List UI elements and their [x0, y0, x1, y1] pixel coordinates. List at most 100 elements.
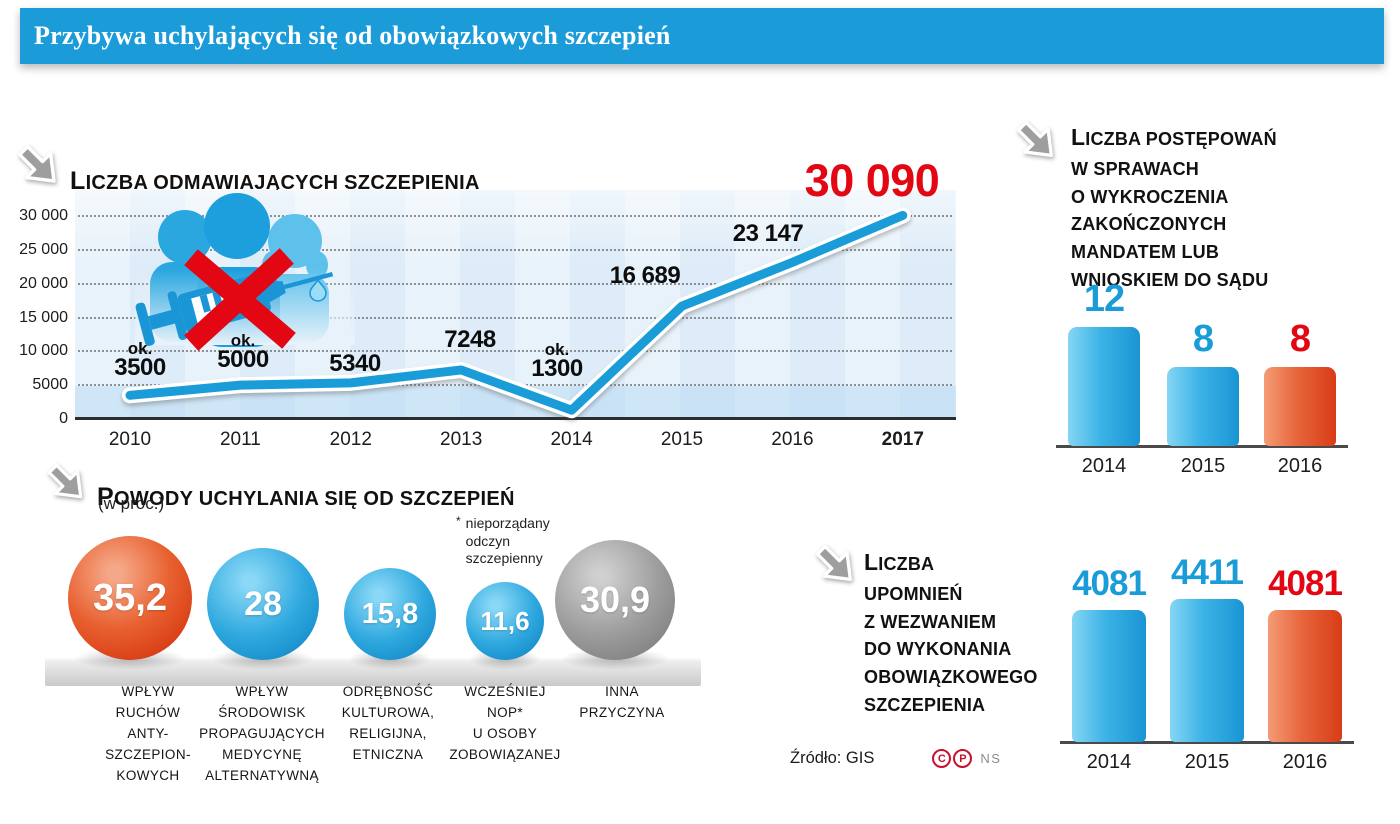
approx-prefix: ok.	[230, 331, 256, 351]
droplet-icon	[309, 278, 327, 302]
data-point-value: 3500	[114, 354, 166, 382]
x-axis-year-label: 2013	[440, 429, 483, 450]
x-axis-year-label: 2010	[108, 429, 152, 450]
y-axis-tick-label: 30 000	[19, 207, 68, 224]
x-axis-year-label: 2017	[881, 429, 924, 450]
bar-chart-baseline	[1056, 445, 1348, 448]
x-axis-year-label: 2015	[660, 429, 704, 450]
bar-value-label: 8	[1192, 318, 1214, 360]
bubble-label: WPŁYW ŚRODOWISK PROPAGUJĄCYCH MEDYCYNĘ A…	[199, 684, 325, 783]
bar-2015	[1170, 599, 1244, 742]
reasons-title: POWODY UCHYLANIA SIĘ OD SZCZEPIEŃ	[97, 482, 515, 511]
bar-value-label: 12	[1083, 278, 1125, 320]
source-label: Źródło: GIS	[790, 749, 875, 767]
bubble-1: 35,2	[68, 536, 192, 660]
bar-2016	[1268, 610, 1342, 742]
reminders-chart-title: LICZBA UPOMNIEŃ Z WEZWANIEM DO WYKONANIA…	[864, 549, 1038, 716]
data-point-label: ok. 3500	[114, 339, 166, 382]
x-axis-year-label: 2012	[329, 429, 372, 450]
footnote-marker: *	[456, 514, 461, 528]
copyright-p-icon: P	[953, 749, 973, 768]
bar-chart-baseline	[1060, 741, 1354, 744]
bubble-2: 28	[207, 548, 319, 660]
footnote: * nieporządany odczyn szczepienny	[456, 514, 550, 568]
source-line: Źródło: GIS C P NS	[790, 749, 1001, 768]
bubble-5: 30,9	[555, 540, 675, 660]
y-axis-tick-label: 10 000	[19, 342, 68, 360]
bubble-3: 15,8	[344, 568, 436, 660]
data-point-value: 30 090	[804, 155, 940, 207]
data-point-value: 5000	[217, 346, 269, 374]
data-point-value: 1300	[531, 355, 583, 383]
page-title: Przybywa uchylających się od obowiązkowy…	[34, 21, 671, 50]
bubble-label: INNA PRZYCZYNA	[579, 684, 665, 720]
bubble-value: 28	[244, 584, 282, 623]
bubble-label: WPŁYW RUCHÓW ANTY- SZCZEPION- KOWYCH	[105, 684, 191, 783]
arrow-down-right-icon	[812, 541, 858, 592]
bar-value-label: 4081	[1268, 564, 1343, 603]
x-axis-year-label: 2014	[550, 429, 593, 450]
proceedings-chart-title: LICZBA POSTĘPOWAŃ W SPRAWACH O WYKROCZEN…	[1071, 124, 1277, 291]
reasons-subtitle: (w proc.)	[98, 494, 165, 513]
arrow-down-right-icon	[1013, 117, 1059, 168]
approx-prefix: ok.	[544, 340, 570, 360]
bar-value-label: 4081	[1072, 564, 1147, 603]
header-bar: Przybywa uchylających się od obowiązkowy…	[20, 8, 1384, 64]
data-point-label: ok. 1300	[531, 340, 583, 383]
bar-2014	[1072, 610, 1146, 742]
copyright-c-icon: C	[932, 749, 952, 768]
publisher-logo: C P NS	[932, 749, 1001, 768]
y-axis-tick-label: 25 000	[19, 240, 68, 258]
bar-year-label: 2016	[1277, 455, 1323, 477]
bubble-label: WCZEŚNIEJ NOP* U OSOBY ZOBOWIĄZANEJ	[449, 684, 561, 762]
approx-prefix: ok.	[127, 339, 153, 359]
data-point-value: 7248	[444, 326, 496, 354]
y-axis-tick-label: 15 000	[19, 308, 68, 326]
bubble-4: 11,6	[466, 582, 544, 660]
refusals-data-line	[122, 207, 911, 419]
x-axis-year-label: 2011	[219, 429, 261, 450]
bar-year-label: 2015	[1180, 455, 1226, 477]
logo-suffix: NS	[980, 751, 1002, 766]
data-point-value: 23 147	[732, 220, 804, 248]
bubble-value: 15,8	[361, 597, 419, 630]
bar-2015	[1167, 367, 1239, 446]
gridline	[78, 282, 952, 285]
gridline	[78, 350, 952, 353]
bar-2014	[1068, 327, 1140, 446]
bar-year-label: 2015	[1184, 751, 1230, 773]
bubble-label: ODRĘBNOŚĆ KULTUROWA, RELIGIJNA, ETNICZNA	[341, 684, 435, 762]
y-axis-tick-label: 20 000	[19, 274, 68, 292]
x-axis-line	[75, 417, 956, 420]
no-vaccination-illustration	[135, 193, 355, 351]
bubble-value: 35,2	[93, 576, 167, 619]
data-point-label: 7248	[444, 326, 496, 354]
bar-year-label: 2016	[1282, 751, 1328, 773]
refusals-chart-title: LICZBA ODMAWIAJĄCYCH SZCZEPIENIA	[70, 166, 480, 195]
arrow-down-right-icon	[44, 460, 88, 509]
x-axis-year-label: 2016	[771, 429, 814, 450]
bar-year-label: 2014	[1086, 751, 1132, 773]
bar-year-label: 2014	[1081, 455, 1127, 477]
data-point-label: 16 689	[609, 262, 681, 290]
bar-value-label: 4411	[1171, 553, 1244, 592]
footnote-text: nieporządany odczyn szczepienny	[465, 515, 550, 566]
bubbles-shelf	[45, 658, 701, 686]
arrow-down-right-icon	[14, 141, 62, 194]
bar-2016	[1264, 367, 1336, 446]
data-point-value: 5340	[329, 350, 381, 378]
bubble-value: 11,6	[480, 605, 530, 636]
data-point-label: 30 090	[804, 155, 940, 207]
y-axis-tick-label: 0	[59, 410, 68, 427]
gridline	[78, 215, 952, 217]
bubble-value: 30,9	[579, 579, 651, 620]
data-point-label: ok. 5000	[217, 331, 269, 374]
gridline	[78, 316, 952, 319]
red-cross-icon	[184, 248, 296, 351]
data-point-value: 16 689	[609, 262, 681, 290]
gridline	[78, 248, 952, 251]
data-point-label: 5340	[329, 350, 381, 378]
y-axis-tick-label: 5000	[32, 376, 68, 394]
bar-value-label: 8	[1289, 318, 1311, 360]
